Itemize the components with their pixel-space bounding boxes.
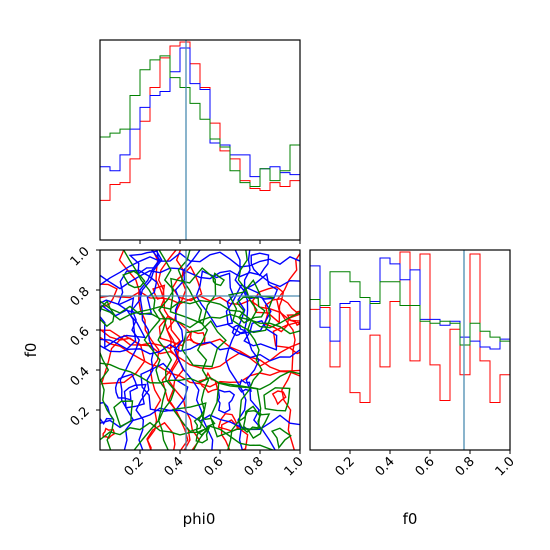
contour-loop-2-9 [263,387,291,412]
contour-hline-2-1 [100,299,300,329]
hist-phi0-panel [99,39,301,244]
contour-hline-1-3 [100,251,300,286]
hist-f0-series-1 [309,257,511,450]
contour-panel [96,249,301,454]
contour-hline-2-3 [100,362,300,391]
contour-loop-1-15 [128,250,160,276]
contour-loop-2-2 [212,272,226,287]
contour-vline-0-0 [118,250,162,450]
hist-phi0-series-1 [99,47,301,240]
contour-loop-2-0 [270,427,292,450]
contour-loop-1-5 [225,284,272,335]
contour-loop-1-9 [123,383,147,409]
contour-loop-1-8 [231,324,248,337]
contour-hline-0-0 [100,329,300,370]
contour-vline-2-0 [177,250,210,450]
contour-vline-2-4 [133,250,176,450]
contour-loop-1-12 [100,296,147,349]
contour-loop-2-8 [242,405,271,440]
contour-loop-1-3 [217,388,236,414]
contour-hline-1-1 [100,341,300,362]
contour-lines [100,250,300,450]
contour-vline-1-3 [234,250,276,450]
hist-f0-frame [309,249,511,451]
hist-phi0-series-2 [99,55,301,240]
contour-vline-1-2 [135,250,161,450]
contour-vline-0-3 [276,252,300,450]
hist-phi0-frame [99,39,301,241]
contour-hline-2-0 [100,300,300,335]
contour-loop-1-4 [100,401,115,426]
contour-vline-2-1 [227,250,263,450]
contour-loop-0-9 [102,427,116,439]
xlabel-f0: f0 [403,510,418,528]
contour-vline-2-3 [123,250,169,450]
contour-hline-1-2 [100,267,300,290]
contour-loop-2-6 [100,300,115,328]
hist-f0-panel [309,249,511,454]
contour-loop-2-3 [236,296,266,324]
contour-loop-1-14 [114,373,139,401]
ylabel-f0: f0 [22,343,40,358]
contour-vline-2-2 [100,350,115,450]
contour-hline-2-2 [100,421,300,450]
hist-f0-series-2 [309,271,511,450]
contour-loop-1-1 [250,252,270,277]
contour-loop-0-6 [252,286,285,325]
hist-phi0-series-0 [99,41,301,240]
contour-loop-2-15 [169,267,217,325]
xlabel-phi0: phi0 [183,510,216,528]
contour-frame [99,249,301,451]
contour-loop-2-11 [113,400,134,428]
contour-vline-0-1 [157,250,201,450]
contour-loop-0-14 [272,321,300,355]
contour-loop-2-4 [181,320,227,368]
